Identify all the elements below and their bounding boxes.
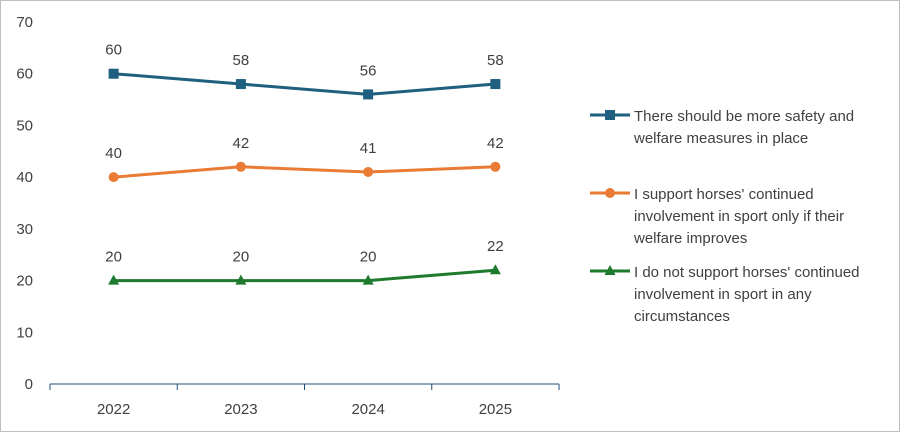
legend-label-line: welfare improves xyxy=(633,230,747,247)
legend-label-line: welfare measures in place xyxy=(633,130,808,147)
y-tick-label-60: 60 xyxy=(16,66,33,83)
data-label-1-2024: 56 xyxy=(360,62,377,79)
data-point-1-2023 xyxy=(235,79,246,90)
data-point-2-2022 xyxy=(108,172,119,183)
series-1: 60 58 56 58 xyxy=(105,42,504,100)
legend-item-3: I do not support horses' continued involv… xyxy=(590,264,860,325)
y-tick-label-20: 20 xyxy=(16,273,33,290)
series-line-2 xyxy=(113,165,496,179)
data-label-2-2022: 40 xyxy=(105,145,122,162)
data-point-1-2024 xyxy=(363,89,374,100)
series-3: 20 20 20 22 xyxy=(105,238,504,285)
legend-item-1: There should be more safety and welfare m… xyxy=(590,108,854,147)
y-tick-label-30: 30 xyxy=(16,221,33,238)
data-point-3-2024 xyxy=(362,274,374,285)
y-tick-label-50: 50 xyxy=(16,117,33,134)
legend-label-line: I do not support horses' continued xyxy=(634,264,860,281)
series-2: 40 42 41 42 xyxy=(105,135,504,183)
data-point-3-2023 xyxy=(235,274,247,285)
data-label-1-2023: 58 xyxy=(233,52,250,69)
x-tick-label-2025: 2025 xyxy=(479,401,512,418)
series-layer: 60 58 56 58 40 42 41 42 20 20 20 22 xyxy=(105,42,504,285)
x-tick-label-2022: 2022 xyxy=(97,401,130,418)
legend-label-line: circumstances xyxy=(634,308,730,325)
data-point-3-2022 xyxy=(108,274,120,285)
data-label-3-2024: 20 xyxy=(360,249,377,266)
data-label-1-2025: 58 xyxy=(487,52,504,69)
data-label-1-2022: 60 xyxy=(105,42,122,59)
x-tick-label-2024: 2024 xyxy=(351,401,384,418)
legend-swatch-marker xyxy=(604,265,616,275)
data-point-1-2022 xyxy=(108,68,119,79)
data-label-2-2025: 42 xyxy=(487,135,504,152)
series-line-1 xyxy=(113,72,496,96)
y-tick-label-70: 70 xyxy=(16,14,33,31)
data-point-2-2024 xyxy=(363,166,374,177)
legend-swatch-marker xyxy=(605,188,615,198)
data-point-2-2023 xyxy=(235,161,246,172)
legend-label-line: I support horses' continued xyxy=(634,186,814,203)
data-label-3-2022: 20 xyxy=(105,249,122,266)
legend-swatch-marker xyxy=(605,110,615,120)
legend: There should be more safety and welfare m… xyxy=(590,108,860,325)
data-point-1-2025 xyxy=(490,79,501,90)
legend-label-line: involvement in sport only if their xyxy=(634,208,844,225)
legend-label-line: involvement in sport in any xyxy=(634,286,812,303)
data-point-2-2025 xyxy=(490,161,501,172)
data-point-3-2025 xyxy=(489,264,501,275)
y-tick-label-40: 40 xyxy=(16,169,33,186)
series-line-3 xyxy=(113,268,496,283)
legend-label-line: There should be more safety and xyxy=(634,108,854,125)
data-label-2-2023: 42 xyxy=(233,135,250,152)
y-tick-label-0: 0 xyxy=(25,376,33,393)
y-tick-label-10: 10 xyxy=(16,324,33,341)
data-label-2-2024: 41 xyxy=(360,140,377,157)
data-label-3-2023: 20 xyxy=(233,249,250,266)
x-tick-label-2023: 2023 xyxy=(224,401,257,418)
legend-item-2: I support horses' continued involvement i… xyxy=(590,186,844,247)
data-label-3-2025: 22 xyxy=(487,238,504,255)
